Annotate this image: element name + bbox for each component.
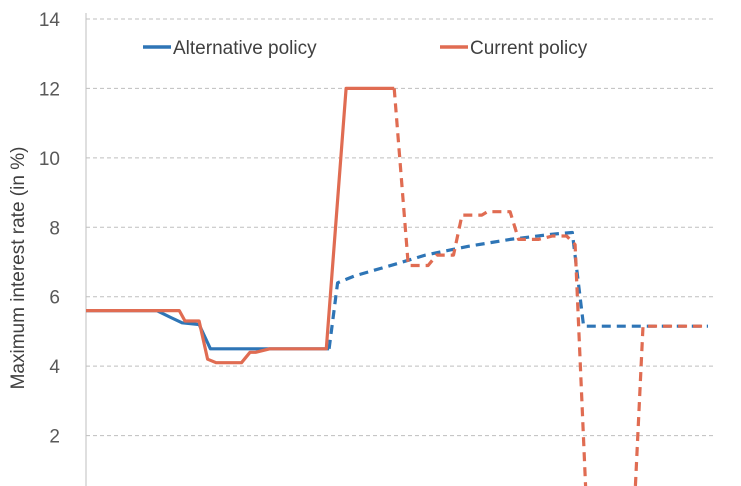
y-axis-title: Maximum interest rate (in %) [8, 147, 29, 390]
legend-label-1: Current policy [470, 38, 588, 59]
y-tick-label: 14 [39, 10, 61, 31]
y-tick-label: 2 [49, 427, 60, 448]
y-tick-label: 10 [39, 149, 60, 170]
gridlines [86, 18, 714, 437]
series-line-solid-0 [86, 309, 330, 351]
y-tick-label: 8 [49, 218, 60, 239]
y-tick-label: 12 [39, 79, 60, 100]
legend: Alternative policy Current policy [143, 38, 588, 59]
y-tick-label: 4 [49, 357, 60, 378]
y-tick-labels: 2 4 6 8 10 12 14 [39, 10, 61, 448]
legend-label-0: Alternative policy [173, 38, 317, 59]
y-tick-label: 6 [49, 288, 60, 309]
series-lines [86, 86, 708, 486]
series-line-dashed-0 [327, 230, 708, 350]
series-line-solid-1 [86, 86, 395, 365]
series-line-dashed-1 [392, 88, 708, 486]
